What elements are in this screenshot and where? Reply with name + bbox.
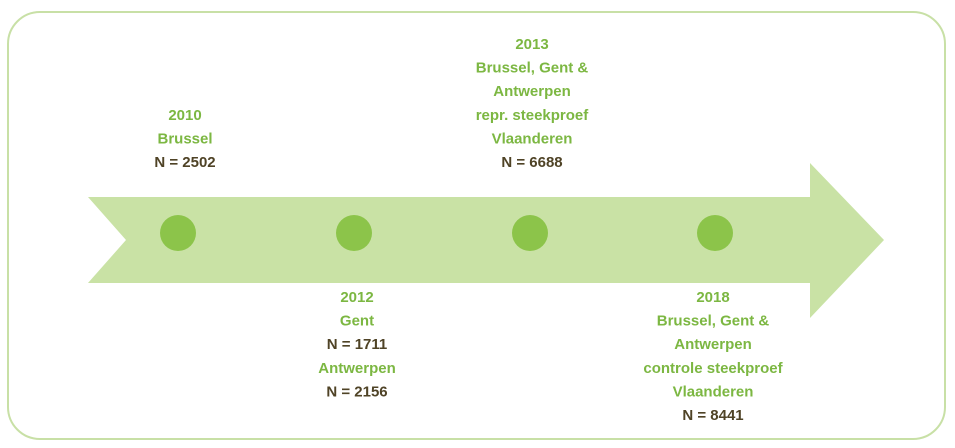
dots bbox=[160, 215, 733, 251]
milestone-label: 2012 bbox=[340, 289, 373, 306]
milestone-label: repr. steekproef bbox=[476, 107, 590, 124]
milestone-dot bbox=[697, 215, 733, 251]
milestone-label: controle steekproef bbox=[643, 360, 783, 377]
milestone-label: Vlaanderen bbox=[673, 383, 754, 400]
milestone-dot bbox=[512, 215, 548, 251]
milestone-count: N = 2502 bbox=[154, 154, 215, 171]
milestone-count: N = 6688 bbox=[501, 154, 562, 171]
timeline-arrow bbox=[88, 163, 884, 318]
milestone-label: Brussel bbox=[157, 130, 212, 147]
milestone-count: N = 1711 bbox=[327, 336, 387, 353]
milestone-dot bbox=[160, 215, 196, 251]
milestone-label: 2018 bbox=[696, 289, 729, 306]
milestone-count: N = 8441 bbox=[682, 407, 743, 424]
milestone-dot bbox=[336, 215, 372, 251]
milestone-label: Antwerpen bbox=[674, 336, 752, 353]
milestone-label: 2010 bbox=[168, 107, 201, 124]
milestone-label: Antwerpen bbox=[493, 83, 571, 100]
milestone-label: Gent bbox=[340, 313, 374, 330]
milestone-label: Brussel, Gent & bbox=[476, 60, 589, 77]
milestone-label: Vlaanderen bbox=[492, 130, 573, 147]
milestone-label: Brussel, Gent & bbox=[657, 313, 770, 330]
milestone-count: N = 2156 bbox=[326, 383, 387, 400]
milestone-label: 2013 bbox=[515, 36, 548, 53]
milestone-label: Antwerpen bbox=[318, 360, 396, 377]
